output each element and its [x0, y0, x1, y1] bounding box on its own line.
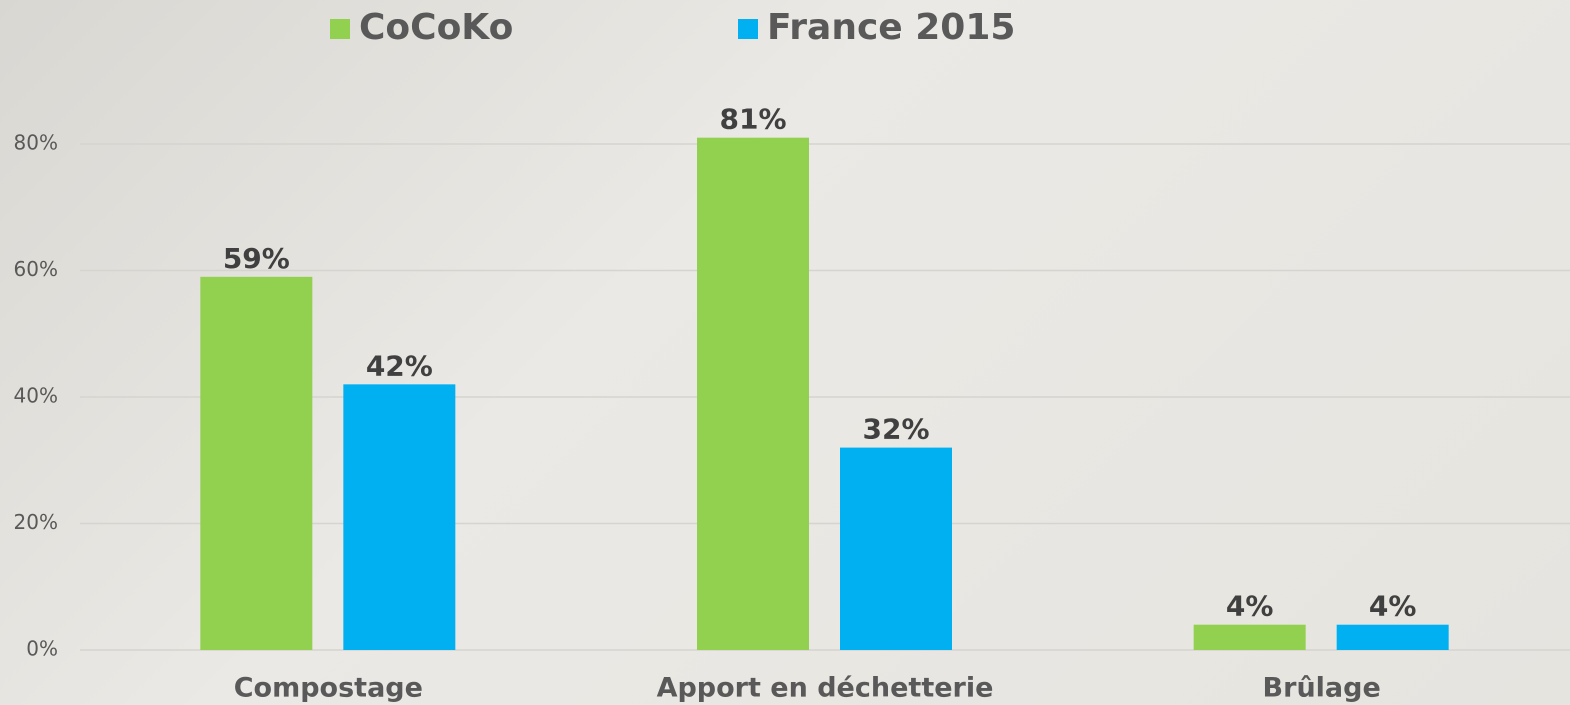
bar [200, 276, 313, 650]
y-tick-label: 80% [14, 131, 58, 155]
value-label: 32% [862, 413, 929, 446]
value-label: 59% [223, 242, 290, 275]
value-label: 81% [719, 103, 786, 136]
x-tick-label: Apport en déchetterie [657, 673, 994, 704]
bar [697, 137, 809, 651]
y-tick-label: 40% [14, 384, 58, 408]
bar [1336, 624, 1449, 650]
bar [343, 384, 456, 650]
value-label: 4% [1226, 590, 1274, 623]
y-tick-label: 20% [14, 510, 58, 534]
legend-label: France 2015 [767, 7, 1015, 48]
bar [1193, 624, 1306, 650]
value-label: 42% [366, 349, 433, 382]
legend-swatch [738, 19, 758, 39]
legend-label: CoCoKo [359, 7, 513, 48]
bar [840, 447, 952, 650]
x-tick-label: Compostage [234, 673, 423, 704]
value-label: 4% [1369, 590, 1417, 623]
legend-swatch [330, 19, 350, 39]
y-tick-label: 0% [26, 637, 58, 661]
y-tick-label: 60% [14, 257, 58, 281]
x-tick-label: Brûlage [1263, 673, 1381, 704]
